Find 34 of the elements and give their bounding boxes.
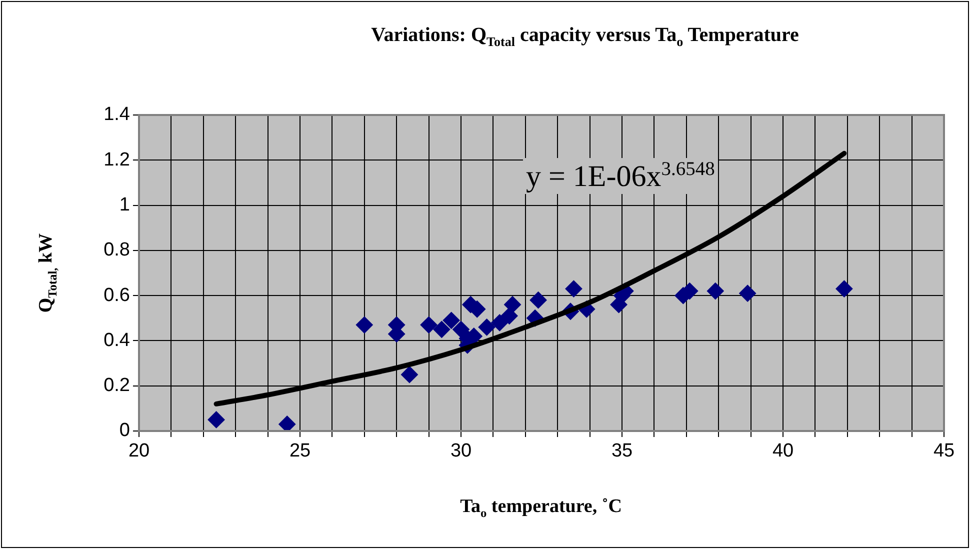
x-tick-label: 20 [128, 440, 150, 462]
point [706, 282, 724, 300]
point [491, 314, 508, 332]
x-tick-label: 35 [611, 440, 633, 462]
chart-title: Variations: Q$_{Total}$ capacity versus Ta$_{o}$ Temperature [371, 24, 799, 50]
x-tick-label: 30 [450, 440, 472, 462]
point [420, 316, 438, 334]
x-tick-label: 25 [289, 440, 311, 462]
point [565, 280, 582, 298]
point [836, 280, 853, 298]
y-tick-label: 0.4 [104, 330, 130, 351]
point [478, 318, 496, 336]
point [442, 312, 460, 329]
point [739, 284, 756, 302]
point [356, 316, 373, 334]
y-tick-label: 0.6 [104, 284, 130, 306]
x-tick-label: 45 [933, 440, 955, 462]
y-tick-label: 1 [119, 194, 130, 216]
point [400, 366, 418, 384]
point [278, 416, 296, 431]
x-tick-label: 40 [772, 440, 794, 462]
y-tick-label: 1.2 [104, 149, 130, 170]
point [452, 320, 470, 338]
point [208, 411, 225, 428]
point [504, 296, 522, 314]
y-tick-label: 0.2 [104, 375, 130, 396]
point [433, 320, 450, 338]
point [500, 307, 518, 324]
y-tick-label: 0 [119, 420, 130, 442]
y-tick-label: 1.4 [104, 104, 130, 126]
point [530, 292, 547, 309]
y-tick-label: 0.8 [104, 240, 130, 261]
annotation: y = 1E-06x$^{3.6548}$ [523, 158, 718, 194]
x-axis-title: Ta$_{o}$ temperature, ˚C [460, 496, 622, 521]
